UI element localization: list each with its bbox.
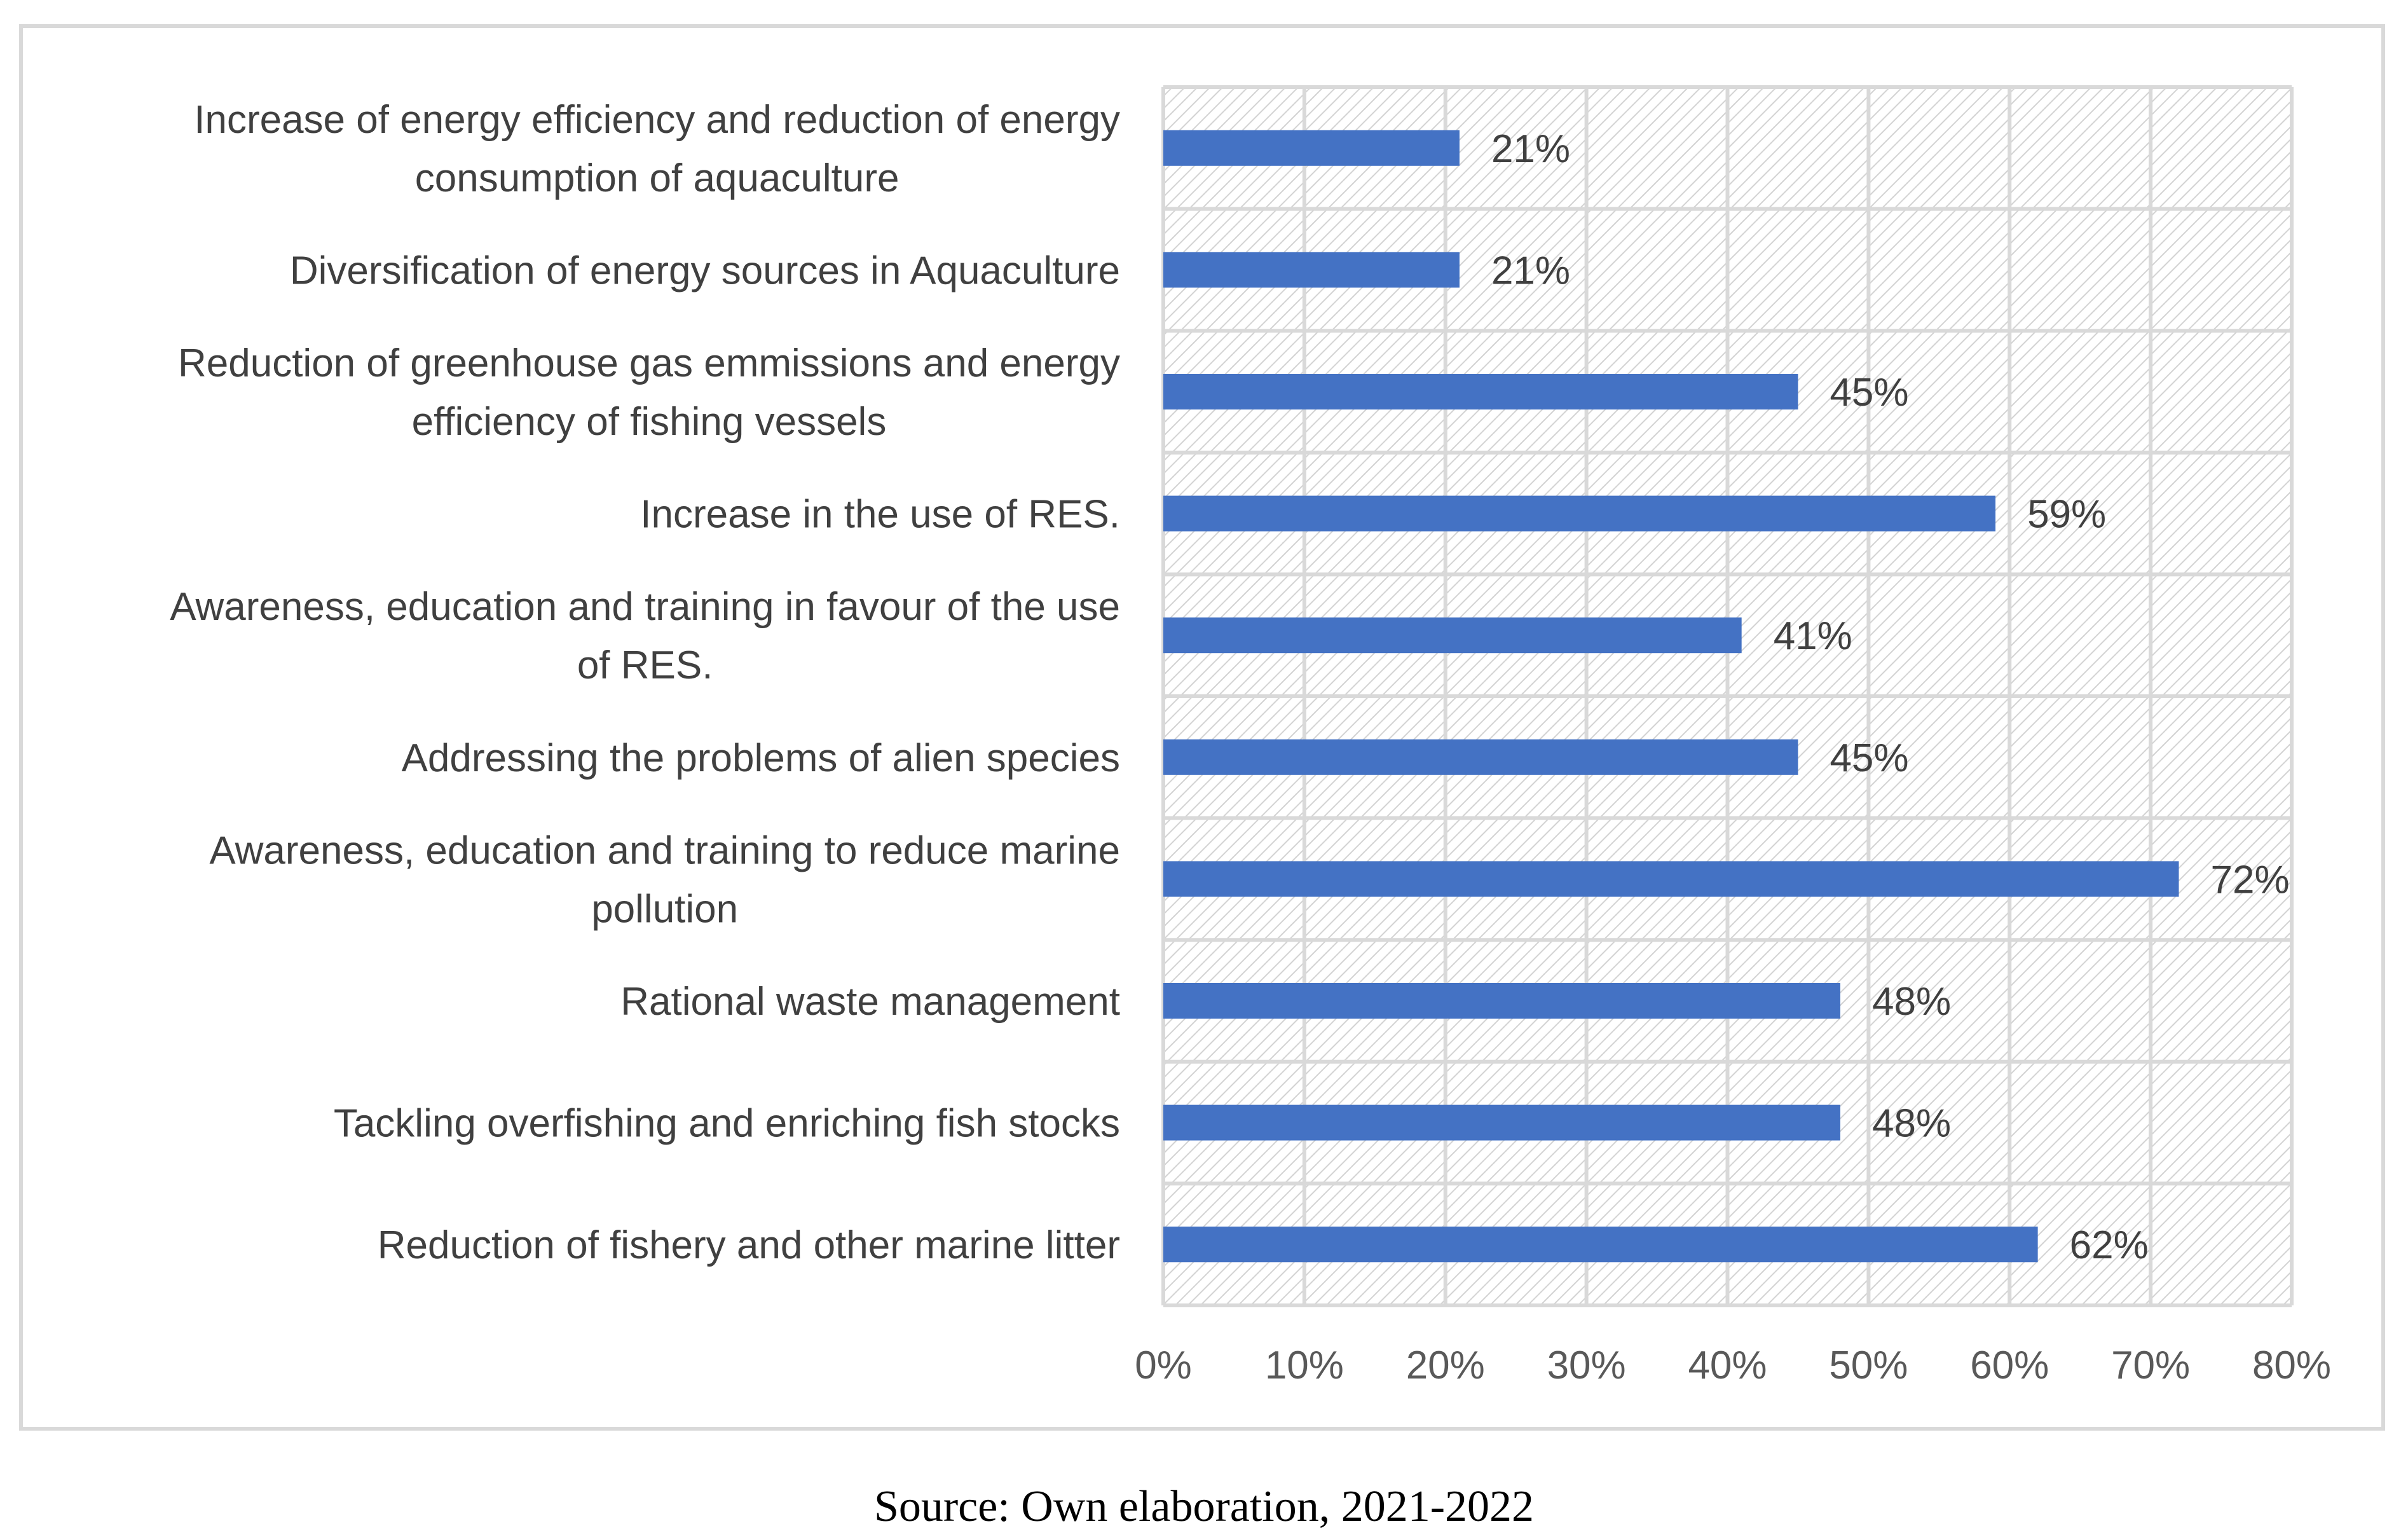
value-labels: 21% 21% 45% 59% 41% 45% 72% 48% 48% 62% [1491,127,2290,1267]
x-tick-label: 40% [1688,1344,1767,1387]
data-label: 21% [1491,127,1570,171]
category-label: Reduction of fishery and other marine li… [378,1223,1120,1267]
data-label: 45% [1830,371,1908,415]
x-tick-label: 60% [1970,1344,2049,1387]
data-label: 72% [2211,858,2290,902]
source-caption: Source: Own elaboration, 2021-2022 [873,1482,1535,1531]
category-label: Increase in the use of RES. [640,493,1120,537]
category-label: Reduction of greenhouse gas emmissions a… [178,341,1120,385]
data-label: 48% [1872,980,1951,1024]
bar [1163,130,1460,166]
category-label: Rational waste management [620,980,1120,1024]
bar [1163,374,1798,409]
gridlines [1161,85,2294,1307]
category-labels: Increase of energy efficiency and reduct… [170,98,1120,1267]
x-tick-label: 0% [1135,1344,1192,1387]
bar-series [1163,130,2179,1263]
category-label: Awareness, education and training to red… [209,828,1120,872]
category-label: Addressing the problems of alien species [402,736,1120,780]
x-tick-label: 80% [2252,1344,2331,1387]
bar [1163,861,2179,897]
bar [1163,252,1460,288]
x-tick-label: 20% [1406,1344,1485,1387]
bar [1163,495,1996,532]
bar [1163,1227,2038,1263]
category-label: consumption of aquaculture [415,156,900,200]
bar [1163,983,1840,1019]
bar-chart: Increase of energy efficiency and reduct… [170,85,2331,1387]
data-label: 59% [2027,493,2106,537]
data-label: 62% [2070,1223,2149,1267]
x-tick-label: 30% [1547,1344,1626,1387]
category-label: Diversification of energy sources in Aqu… [290,249,1120,292]
category-label: pollution [591,887,738,931]
data-label: 21% [1491,249,1570,292]
x-axis-tick-labels: 0% 10% 20% 30% 40% 50% 60% 70% 80% [1135,1344,2331,1387]
x-tick-label: 10% [1265,1344,1344,1387]
category-label: Awareness, education and training in fav… [170,585,1120,629]
bar [1163,1104,1840,1141]
bar [1163,617,1742,654]
bar [1163,739,1798,775]
category-label: efficiency of fishing vessels [412,400,887,444]
data-label: 48% [1872,1102,1951,1146]
category-label: Tackling overfishing and enriching fish … [334,1102,1120,1146]
category-label: of RES. [577,643,713,687]
data-label: 45% [1830,736,1908,780]
x-tick-label: 70% [2111,1344,2190,1387]
category-label: Increase of energy efficiency and reduct… [194,98,1120,142]
data-label: 41% [1774,614,1852,658]
x-tick-label: 50% [1829,1344,1908,1387]
